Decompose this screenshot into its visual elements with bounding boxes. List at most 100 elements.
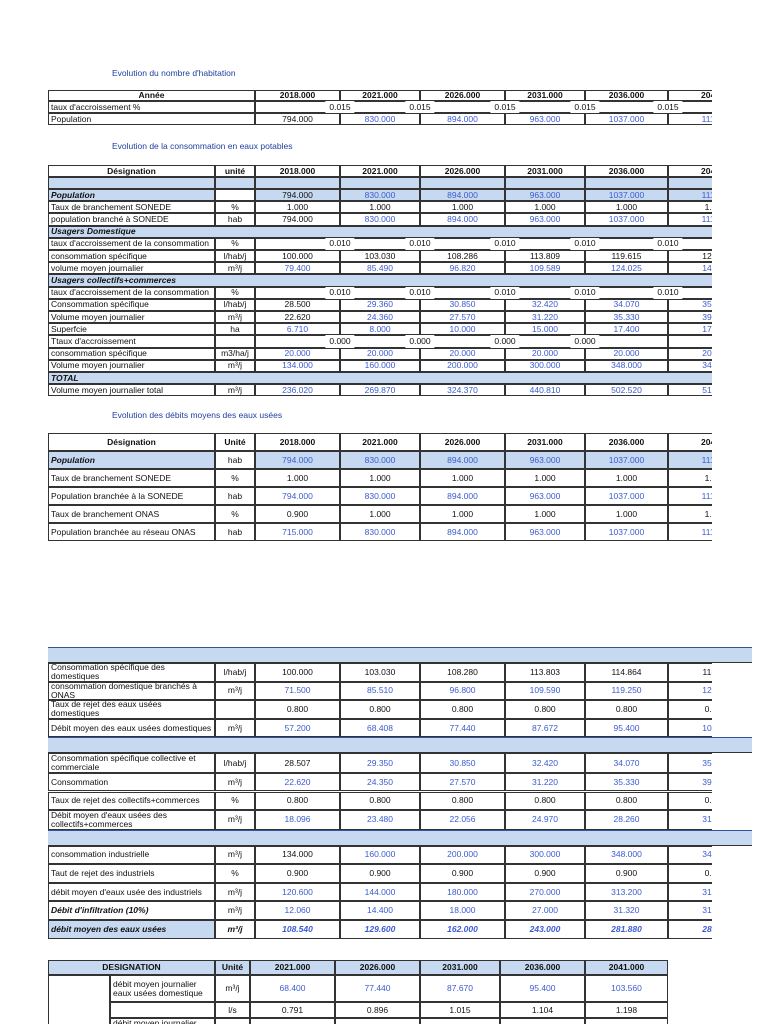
value-cell: 0.800: [505, 791, 585, 811]
value-cell: 28.507: [255, 753, 340, 773]
value-cell: 0.800: [585, 700, 668, 719]
value-cell: 85.510: [340, 681, 420, 701]
value-cell: 894.000: [420, 189, 505, 202]
unit-cell: m³/j: [215, 882, 255, 902]
value-cell: 830.000: [340, 113, 420, 125]
value-cell: 502.520: [585, 384, 668, 397]
value-cell: 20.0: [668, 347, 712, 360]
value-cell: 0.000: [570, 335, 600, 348]
value-cell: 1.000: [505, 469, 585, 487]
value-cell: 30.850: [420, 753, 505, 773]
value-cell: 29.350: [340, 753, 420, 773]
unit-cell: [215, 700, 255, 719]
unit-cell: m³/j: [215, 901, 255, 920]
value-cell: 1.000: [340, 469, 420, 487]
unit-cell: l/hab/j: [215, 298, 255, 311]
value-cell: 24.350: [340, 772, 420, 792]
value-cell: 1.000: [585, 469, 668, 487]
header-cell: Unité: [215, 433, 255, 451]
value-cell: 27.000: [505, 901, 585, 920]
value-cell: 0.9: [668, 864, 712, 883]
header-cell: 2018.000: [255, 433, 340, 451]
value-cell: 27.570: [420, 311, 505, 324]
unit-cell: %: [215, 237, 255, 250]
value-cell: 134.000: [255, 359, 340, 372]
value-cell: 894.000: [420, 523, 505, 541]
value-cell: 35.330: [585, 311, 668, 324]
value-cell: 0.000: [490, 335, 520, 348]
value-cell: 894.000: [420, 113, 505, 125]
value-cell: 0.800: [340, 791, 420, 811]
row-label: consommation industrielle: [48, 845, 215, 865]
value-cell: 0.000: [405, 335, 435, 348]
value-cell: 0.010: [570, 286, 600, 299]
header-cell: 2018.000: [255, 165, 340, 177]
value-cell: 79.400: [255, 262, 340, 275]
unit-cell: m3/ha/j: [215, 347, 255, 360]
value-cell: 0.010: [570, 237, 600, 250]
unit-cell: m³/j: [215, 1018, 250, 1024]
value-cell: 0.015: [490, 101, 520, 113]
value-cell: 281.880: [585, 920, 668, 939]
value-cell: 18.096: [255, 810, 340, 830]
value-cell: 15.000: [505, 323, 585, 336]
header-cell: 2036.000: [585, 433, 668, 451]
value-cell: 160.000: [340, 845, 420, 865]
value-cell: 0.010: [405, 237, 435, 250]
value-cell: 39.9: [668, 311, 712, 324]
unit-cell: hab: [215, 523, 255, 541]
value-cell: 27.570: [420, 772, 505, 792]
empty-cell: [48, 177, 215, 189]
section-label: Usagers collectifs+commerces: [48, 274, 712, 287]
value-cell: 0.800: [255, 791, 340, 811]
value-cell: 236.020: [255, 384, 340, 397]
value-cell: 1037.000: [585, 113, 668, 125]
unit-cell: l/s: [215, 1002, 250, 1018]
value-cell: 57.200: [255, 718, 340, 738]
value-cell: 71.500: [255, 681, 340, 701]
unit-cell: l/hab/j: [215, 663, 255, 682]
row-label: Consommation spécifique: [48, 298, 215, 311]
value-cell: 0.010: [490, 237, 520, 250]
value-cell: 134.000: [255, 845, 340, 865]
row-label: taux d'accroissement de la consommation: [48, 237, 215, 250]
section-label: Usagers Domestique: [48, 225, 712, 238]
value-cell: 1.000: [340, 201, 420, 214]
empty-cell: [668, 335, 712, 348]
value-cell: 440.810: [505, 384, 585, 397]
value-cell: 31.220: [505, 772, 585, 792]
row-label: Débit moyen des eaux usées domestiques: [48, 718, 215, 738]
value-cell: 113.809: [505, 250, 585, 263]
value-cell: 0.900: [255, 864, 340, 883]
header-cell: 2031.000: [505, 165, 585, 177]
value-cell: 0.010: [325, 237, 355, 250]
merged-cell: [48, 975, 110, 1024]
row-label: Population: [48, 113, 255, 125]
row-label: Taux de branchement SONEDE: [48, 201, 215, 214]
value-cell: 14.400: [340, 901, 420, 920]
row-label: volume moyen journalier: [48, 262, 215, 275]
header-cell: 2026.000: [335, 960, 420, 975]
unit-cell: m³/j: [215, 772, 255, 792]
header-cell: 2031.000: [505, 433, 585, 451]
value-cell: 1.000: [420, 505, 505, 523]
row-label: débit moyen journalier eaux: [110, 1018, 215, 1024]
header-cell: 2041: [668, 165, 712, 177]
value-cell: 1117: [668, 189, 712, 202]
value-cell: 20.000: [585, 347, 668, 360]
value-cell: 17.400: [585, 323, 668, 336]
unit-cell: %: [215, 201, 255, 214]
value-cell: 103.030: [340, 663, 420, 682]
header-cell: 2041: [668, 433, 712, 451]
value-cell: 103.560: [585, 975, 668, 1002]
unit-cell: %: [215, 286, 255, 299]
empty-cell: [340, 177, 420, 189]
value-cell: 0.800: [505, 700, 585, 719]
value-cell: 77.440: [335, 975, 420, 1002]
value-cell: 119.250: [585, 681, 668, 701]
row-label: Population branchée à la SONEDE: [48, 487, 215, 505]
value-cell: 77.440: [420, 718, 505, 738]
value-cell: 114.864: [585, 663, 668, 682]
row-label: Population branchée au réseau ONAS: [48, 523, 215, 541]
value-cell: 28.264: [500, 1018, 585, 1024]
